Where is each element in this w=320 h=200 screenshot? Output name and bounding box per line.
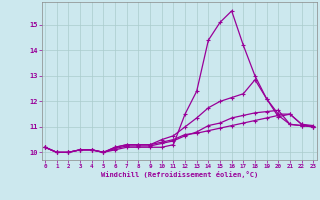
X-axis label: Windchill (Refroidissement éolien,°C): Windchill (Refroidissement éolien,°C): [100, 171, 258, 178]
